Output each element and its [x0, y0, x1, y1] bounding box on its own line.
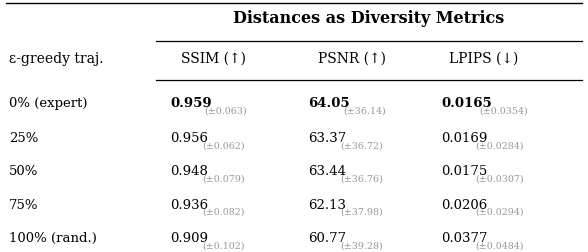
Text: 100% (rand.): 100% (rand.)	[9, 232, 96, 245]
Text: 0.936: 0.936	[170, 199, 208, 212]
Text: 64.05: 64.05	[308, 98, 350, 110]
Text: (±37.98): (±37.98)	[340, 208, 383, 217]
Text: LPIPS (↓): LPIPS (↓)	[449, 52, 519, 66]
Text: 0.0377: 0.0377	[441, 232, 487, 245]
Text: 62.13: 62.13	[308, 199, 346, 212]
Text: 0.956: 0.956	[170, 132, 208, 145]
Text: (±0.079): (±0.079)	[202, 175, 245, 183]
Text: (±0.082): (±0.082)	[202, 208, 245, 217]
Text: 75%: 75%	[9, 199, 38, 212]
Text: 60.77: 60.77	[308, 232, 346, 245]
Text: PSNR (↑): PSNR (↑)	[318, 52, 386, 66]
Text: (±0.0354): (±0.0354)	[479, 107, 527, 116]
Text: 0.948: 0.948	[170, 165, 208, 178]
Text: 0.959: 0.959	[170, 98, 212, 110]
Text: (±0.0484): (±0.0484)	[476, 241, 524, 250]
Text: (±0.062): (±0.062)	[202, 141, 245, 150]
Text: 0.909: 0.909	[170, 232, 208, 245]
Text: 0.0165: 0.0165	[441, 98, 492, 110]
Text: Distances as Diversity Metrics: Distances as Diversity Metrics	[233, 10, 505, 27]
Text: (±39.28): (±39.28)	[340, 241, 383, 250]
Text: (±0.0294): (±0.0294)	[476, 208, 524, 217]
Text: (±0.0284): (±0.0284)	[476, 141, 524, 150]
Text: (±36.76): (±36.76)	[340, 175, 383, 183]
Text: (±0.063): (±0.063)	[205, 107, 248, 116]
Text: 50%: 50%	[9, 165, 38, 178]
Text: 0.0169: 0.0169	[441, 132, 487, 145]
Text: 0.0175: 0.0175	[441, 165, 487, 178]
Text: ε-greedy traj.: ε-greedy traj.	[9, 52, 103, 66]
Text: 25%: 25%	[9, 132, 38, 145]
Text: 0% (expert): 0% (expert)	[9, 98, 87, 110]
Text: (±36.14): (±36.14)	[343, 107, 386, 116]
Text: 63.44: 63.44	[308, 165, 346, 178]
Text: (±36.72): (±36.72)	[340, 141, 383, 150]
Text: SSIM (↑): SSIM (↑)	[181, 52, 246, 66]
Text: (±0.102): (±0.102)	[202, 241, 245, 250]
Text: 0.0206: 0.0206	[441, 199, 487, 212]
Text: 63.37: 63.37	[308, 132, 347, 145]
Text: (±0.0307): (±0.0307)	[476, 175, 524, 183]
